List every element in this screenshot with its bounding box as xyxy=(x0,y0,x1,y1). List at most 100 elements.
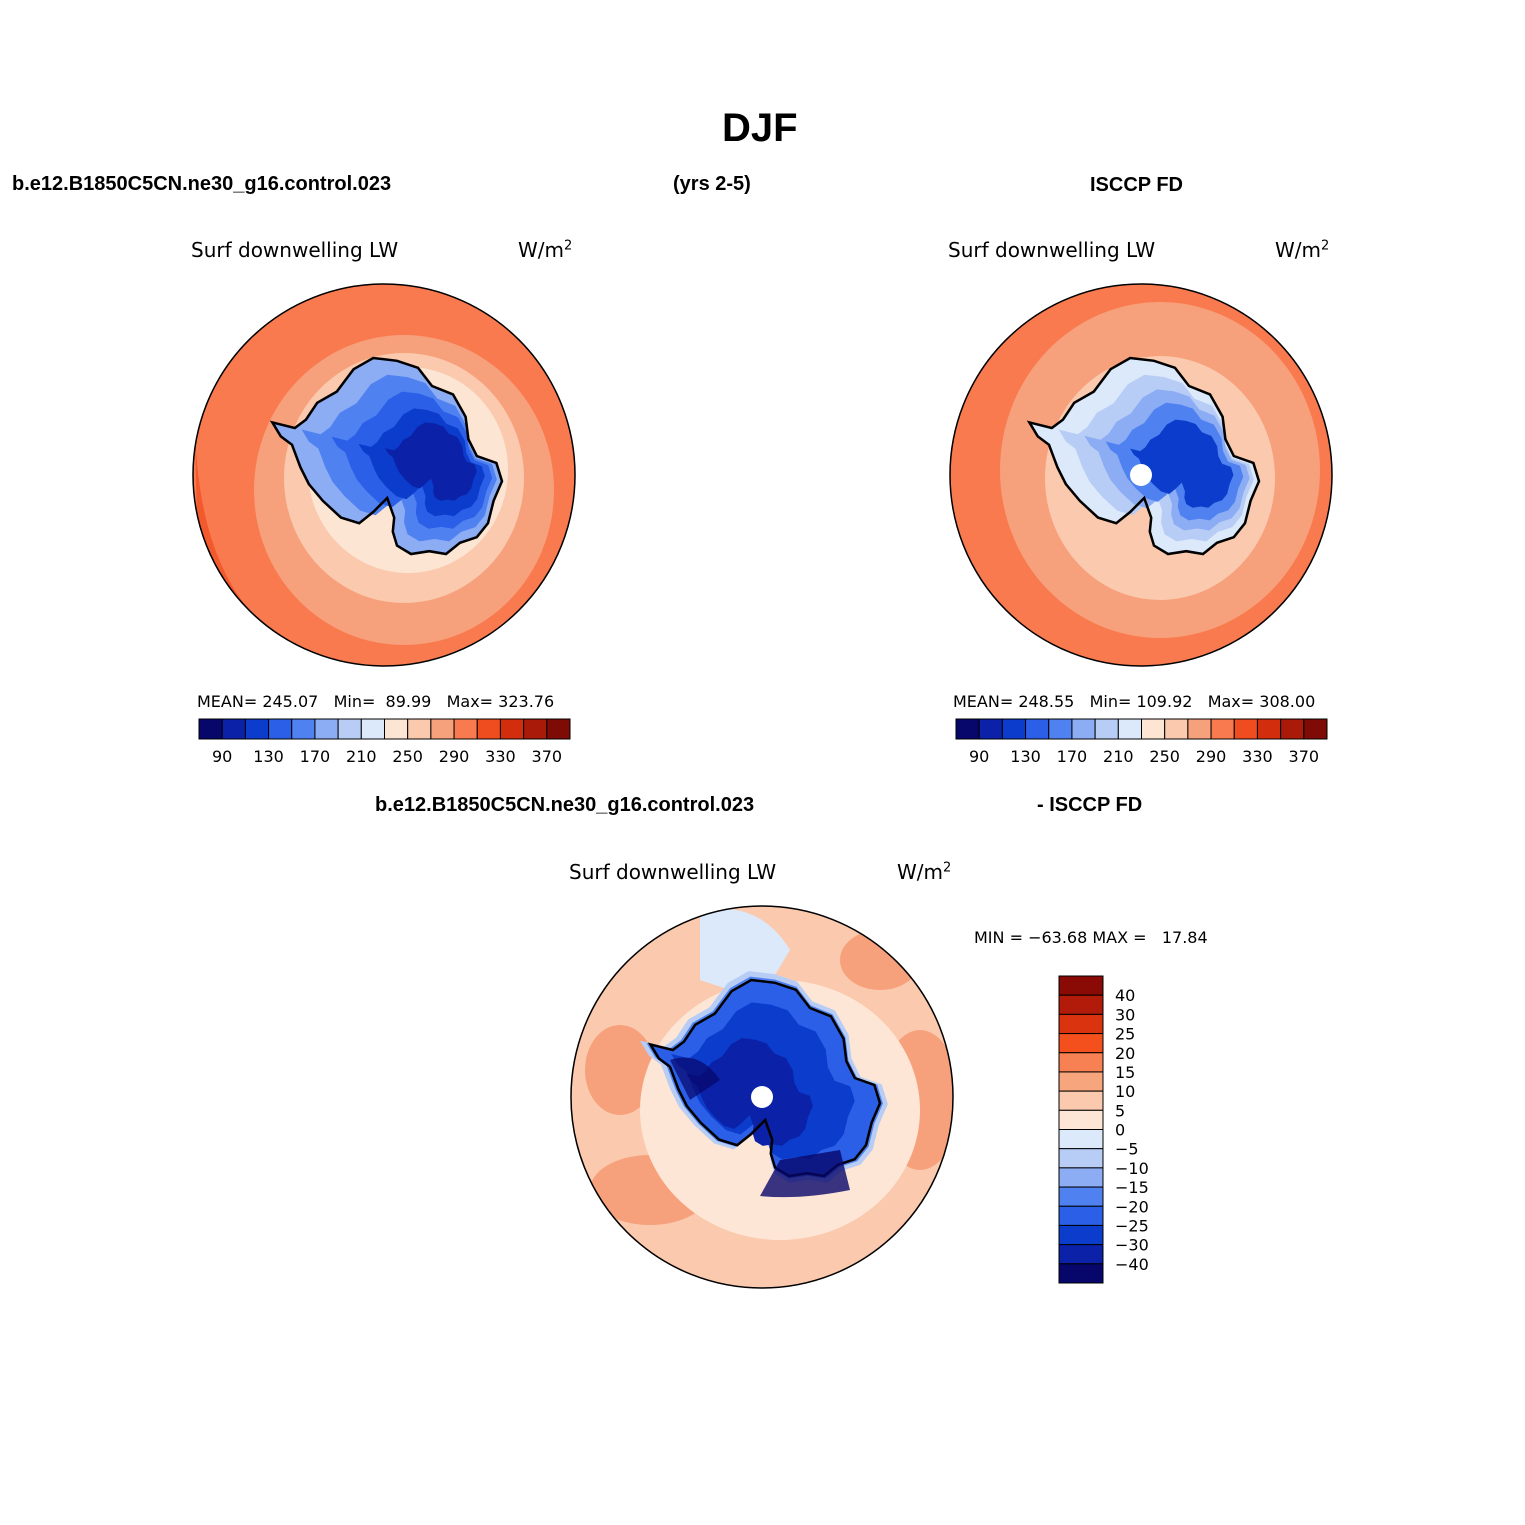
obs-colorbar-swatch xyxy=(1094,718,1119,740)
model-colorbar-swatch xyxy=(430,718,455,740)
header-obs-name: ISCCP FD xyxy=(1090,174,1183,196)
obs-colorbar-tick-label: 90 xyxy=(969,747,989,766)
diff-map-border xyxy=(570,905,954,1289)
obs-polar-map xyxy=(950,284,1332,666)
model-colorbar-swatch xyxy=(407,718,432,740)
obs-colorbar-tick-label: 370 xyxy=(1289,747,1320,766)
model-colorbar-swatch xyxy=(499,718,525,740)
obs-colorbar-swatch xyxy=(1233,718,1258,740)
model-colorbar-swatch xyxy=(291,718,316,740)
diff-colorbar-tick-label: −20 xyxy=(1115,1197,1149,1216)
diff-colorbar-swatch xyxy=(1058,1205,1104,1226)
model-colorbar-tick-label: 330 xyxy=(485,747,516,766)
diff-colorbar-swatch xyxy=(1058,1033,1104,1054)
diff-colorbar-swatch xyxy=(1058,1090,1104,1111)
diff-header-obs: - ISCCP FD xyxy=(1037,794,1143,816)
obs-colorbar-tick-label: 290 xyxy=(1196,747,1227,766)
diff-colorbar-tick-label: 25 xyxy=(1115,1025,1135,1044)
model-colorbar-tick-label: 290 xyxy=(439,747,470,766)
diff-units-label: W/m2 xyxy=(897,860,951,884)
model-polar-map xyxy=(193,284,575,666)
diff-colorbar-swatch xyxy=(1058,1148,1104,1169)
obs-colorbar-swatch xyxy=(1303,718,1328,740)
obs-colorbar-swatch xyxy=(1071,718,1096,740)
diff-colorbar-tick-label: −40 xyxy=(1115,1255,1149,1274)
model-variable-label: Surf downwelling LW xyxy=(191,238,399,262)
diff-colorbar-swatch xyxy=(1058,1129,1104,1150)
obs-units-sup: 2 xyxy=(1321,238,1330,254)
model-units-sup: 2 xyxy=(564,238,573,254)
model-colorbar: 90 130 170 210 250 290 330 370 xyxy=(198,718,571,766)
model-colorbar-swatch xyxy=(360,718,385,740)
diff-colorbar-tick-label: 5 xyxy=(1115,1101,1125,1120)
model-colorbar-swatch xyxy=(476,718,501,740)
diff-colorbar-tick-label: 20 xyxy=(1115,1044,1135,1063)
model-colorbar-swatch xyxy=(546,718,571,740)
model-colorbar-swatch xyxy=(384,718,409,740)
diff-variable-label: Surf downwelling LW xyxy=(569,860,777,884)
diff-header-case: b.e12.B1850C5CN.ne30_g16.control.023 xyxy=(375,794,755,816)
obs-colorbar-swatch xyxy=(955,718,980,740)
obs-map-border xyxy=(949,283,1333,667)
diff-colorbar-tick-label: −10 xyxy=(1115,1159,1149,1178)
obs-units-text: W/m xyxy=(1275,238,1321,262)
diff-colorbar-swatch xyxy=(1058,1013,1104,1035)
obs-colorbar-swatch xyxy=(1210,718,1235,740)
model-map-border xyxy=(192,283,576,667)
diff-colorbar-tick-label: −30 xyxy=(1115,1236,1149,1255)
obs-colorbar-swatch xyxy=(978,718,1003,740)
obs-colorbar-swatch xyxy=(1141,718,1166,740)
model-colorbar-swatch xyxy=(337,718,362,740)
model-colorbar-tick-label: 90 xyxy=(212,747,232,766)
obs-colorbar-swatch xyxy=(1280,718,1305,740)
diff-colorbar-tick-label: −15 xyxy=(1115,1178,1149,1197)
model-colorbar-tick-label: 250 xyxy=(392,747,423,766)
diff-polar-map xyxy=(571,906,953,1288)
model-colorbar-swatch xyxy=(244,718,270,740)
obs-colorbar-tick-label: 210 xyxy=(1103,747,1134,766)
obs-colorbar-tick-label: 330 xyxy=(1242,747,1273,766)
diff-colorbar-tick-label: 15 xyxy=(1115,1063,1135,1082)
diff-colorbar-swatch xyxy=(1058,1109,1104,1130)
diff-units-text: W/m xyxy=(897,860,943,884)
model-stats: MEAN= 245.07 Min= 89.99 Max= 323.76 xyxy=(197,692,555,711)
obs-units-label: W/m2 xyxy=(1275,238,1329,262)
diff-units-sup: 2 xyxy=(943,860,952,876)
model-colorbar-tick-label: 170 xyxy=(300,747,331,766)
model-colorbar-swatch xyxy=(523,718,548,740)
header-years: (yrs 2-5) xyxy=(673,173,751,195)
model-colorbar-swatch xyxy=(198,718,223,740)
obs-colorbar-tick-label: 250 xyxy=(1149,747,1180,766)
model-colorbar-swatch xyxy=(221,718,246,740)
diff-colorbar-tick-label: 10 xyxy=(1115,1082,1135,1101)
model-colorbar-swatch xyxy=(268,718,293,740)
diff-colorbar-tick-label: 40 xyxy=(1115,986,1135,1005)
diff-colorbar-tick-label: 30 xyxy=(1115,1005,1135,1024)
model-colorbar-tick-label: 370 xyxy=(532,747,563,766)
diff-colorbar-swatch xyxy=(1058,1244,1104,1265)
obs-colorbar-tick-label: 130 xyxy=(1010,747,1041,766)
obs-colorbar-swatch xyxy=(1117,718,1142,740)
model-colorbar-swatch xyxy=(314,718,339,740)
model-colorbar-swatch xyxy=(453,718,478,740)
diff-colorbar-swatch xyxy=(1058,1052,1104,1073)
header-case-name: b.e12.B1850C5CN.ne30_g16.control.023 xyxy=(12,173,392,195)
diff-colorbar-swatch xyxy=(1058,1263,1104,1284)
diff-colorbar-swatch xyxy=(1058,975,1104,996)
obs-colorbar: 90 130 170 210 250 290 330 370 xyxy=(955,718,1328,766)
obs-colorbar-swatch xyxy=(1187,718,1212,740)
diff-colorbar-swatch xyxy=(1058,1071,1104,1092)
model-colorbar-tick-label: 130 xyxy=(253,747,284,766)
diff-colorbar-tick-label: 0 xyxy=(1115,1121,1125,1140)
diff-colorbar-swatch xyxy=(1058,1167,1104,1188)
model-units-label: W/m2 xyxy=(518,238,572,262)
model-units-text: W/m xyxy=(518,238,564,262)
diff-colorbar-tick-label: −25 xyxy=(1115,1216,1149,1235)
obs-colorbar-swatch xyxy=(1001,718,1027,740)
obs-colorbar-swatch xyxy=(1025,718,1050,740)
figure-title: DJF xyxy=(722,106,798,150)
obs-variable-label: Surf downwelling LW xyxy=(948,238,1156,262)
diff-colorbar-swatch xyxy=(1058,1224,1104,1246)
